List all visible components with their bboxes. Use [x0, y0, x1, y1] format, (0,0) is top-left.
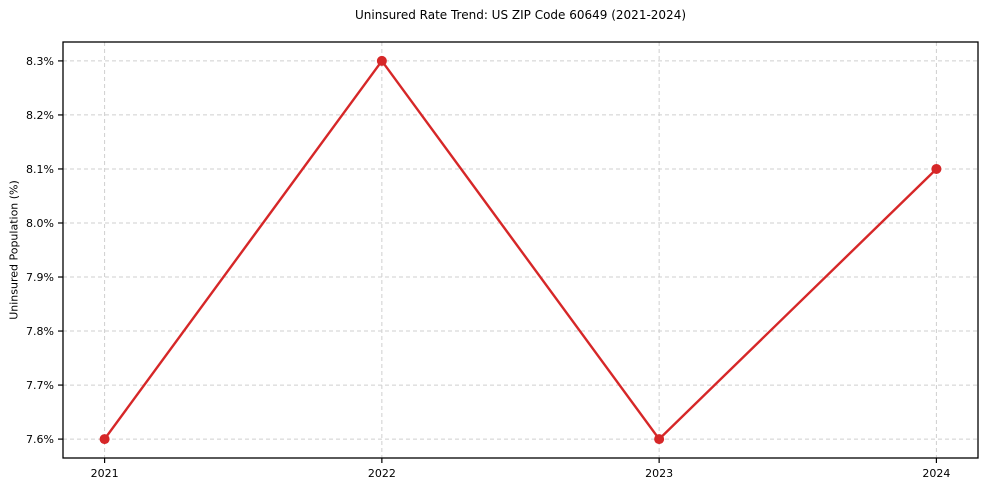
- y-tick-label: 7.8%: [26, 325, 54, 338]
- trend-line: [103, 59, 938, 441]
- y-tick-label: 7.7%: [26, 379, 54, 392]
- y-tick-label: 8.0%: [26, 217, 54, 230]
- chart-title: Uninsured Rate Trend: US ZIP Code 60649 …: [354, 8, 687, 22]
- data-point-marker: [99, 434, 110, 445]
- x-tick-label: 2022: [368, 467, 396, 480]
- x-tick-label: 2023: [645, 467, 673, 480]
- y-tick-label: 8.2%: [26, 109, 54, 122]
- y-tick-label: 8.1%: [26, 163, 54, 176]
- y-tick-label: 7.6%: [26, 433, 54, 446]
- y-tick-label: 7.9%: [26, 271, 54, 284]
- data-point-marker: [654, 434, 665, 445]
- data-point-marker: [931, 163, 942, 174]
- x-tick-label: 2024: [922, 467, 950, 480]
- plot-border: [62, 41, 979, 459]
- x-tick-label: 2021: [91, 467, 119, 480]
- y-tick-label: 8.3%: [26, 55, 54, 68]
- data-point-marker: [376, 55, 387, 66]
